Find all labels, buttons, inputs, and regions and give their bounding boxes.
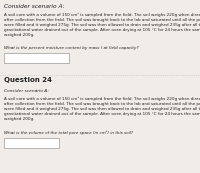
- Text: Consider scenario A:: Consider scenario A:: [4, 4, 65, 9]
- Text: Question 24: Question 24: [4, 77, 52, 83]
- Text: What is the percent moisture content by mass ( at field capacity?: What is the percent moisture content by …: [4, 46, 139, 50]
- Text: A soil core with a volume of 150 cm³ is sampled from the field. The soil weighs : A soil core with a volume of 150 cm³ is …: [4, 96, 200, 121]
- Text: Consider scenárió A:: Consider scenárió A:: [4, 89, 49, 93]
- Text: What is the volume of the total pore space (in cm³) in this soil?: What is the volume of the total pore spa…: [4, 130, 133, 135]
- Bar: [4, 53, 69, 63]
- Text: A soil core with a volume of 150 cm³ is sampled from the field. The soil weighs : A soil core with a volume of 150 cm³ is …: [4, 12, 200, 37]
- Bar: [4, 138, 59, 148]
